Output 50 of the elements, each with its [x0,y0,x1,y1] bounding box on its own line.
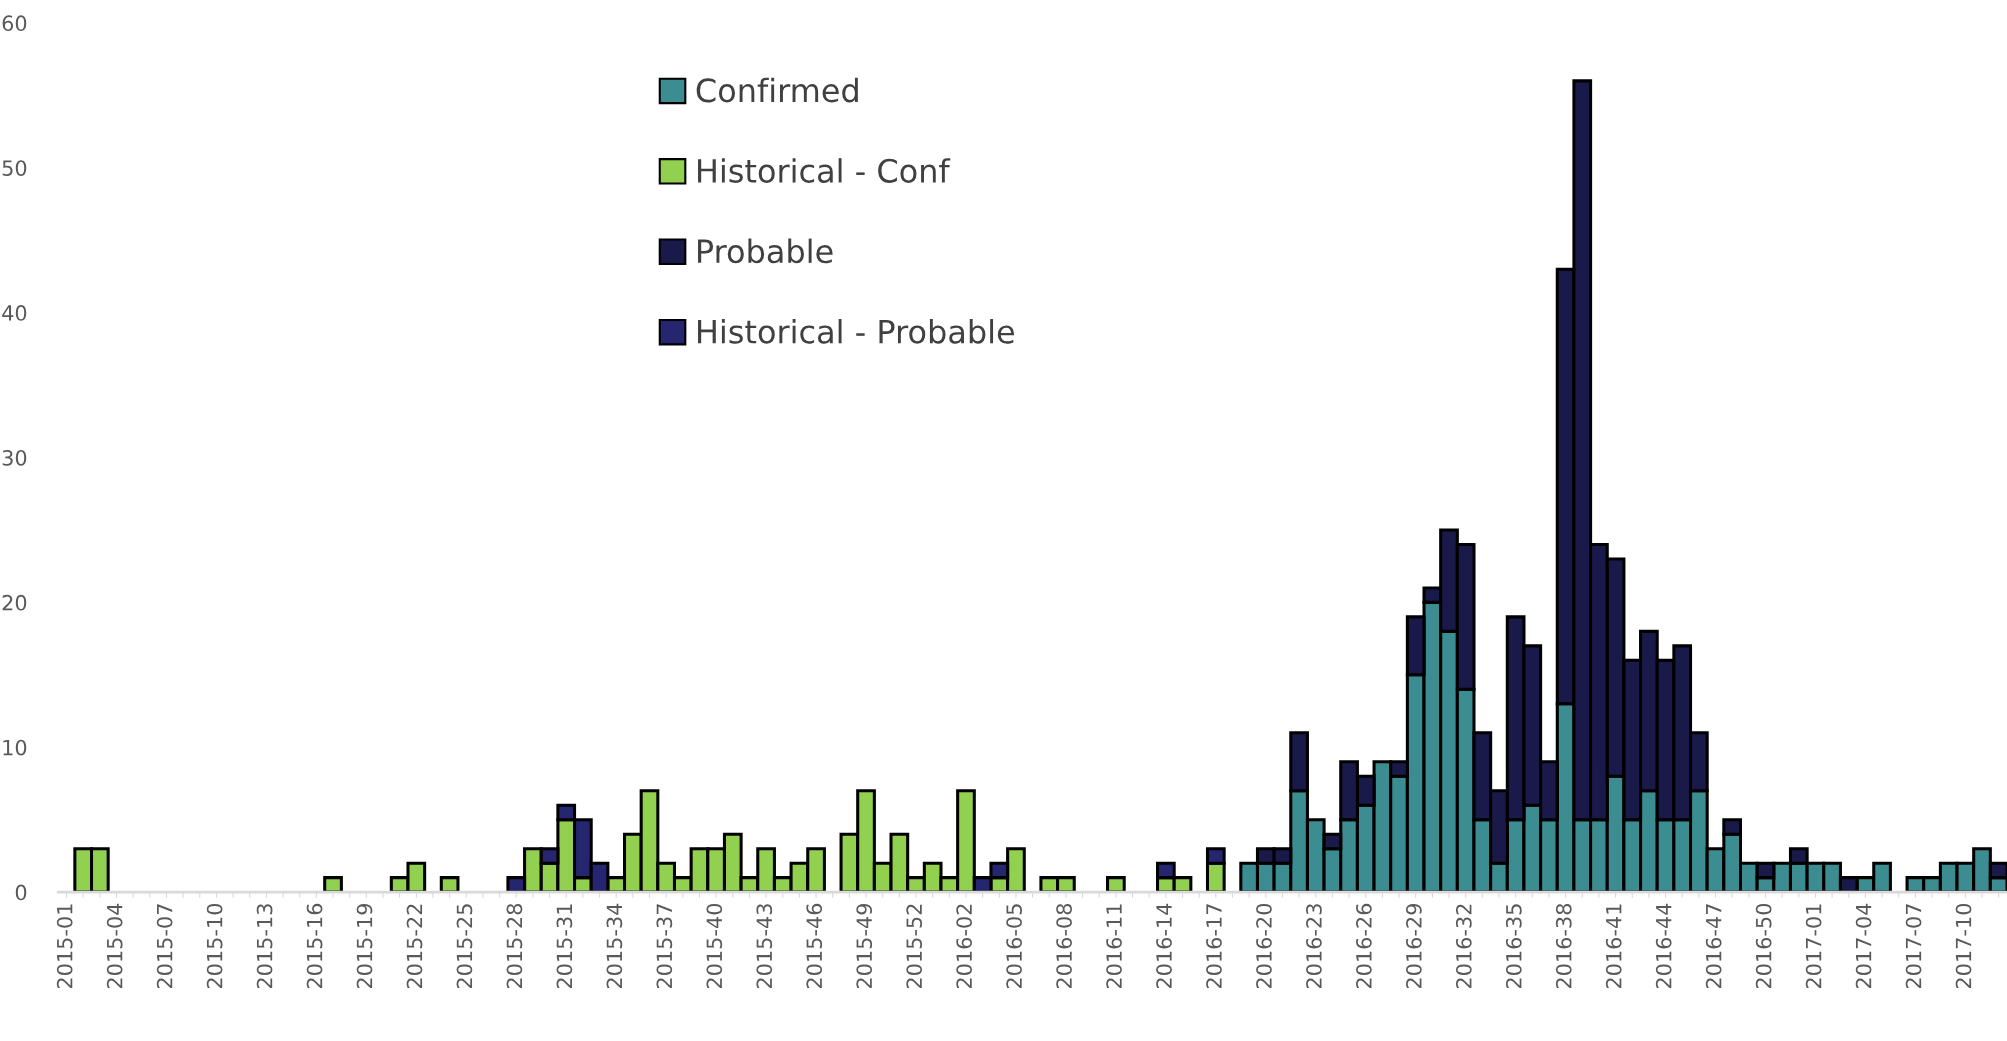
y-tick-label: 60 [2,15,27,32]
x-tick-label: 2017-10 [1955,903,1972,989]
x-tick-label: 2015-28 [506,903,523,989]
x-tick-label: 2016-26 [1356,903,1372,989]
x-tick-label: 2015-10 [206,903,223,989]
x-tick-label: 2015-52 [906,904,923,989]
y-tick-label: 50 [2,160,27,176]
legend-label: Confirmed [696,77,858,103]
legend-label: Historical - Conf [698,158,951,183]
x-tick-label: 2015-40 [706,903,723,989]
x-tick-label: 2015-07 [156,904,173,989]
y-tick-label: 30 [2,449,27,466]
y-tick-label: 0 [15,884,27,901]
x-tick-label: 2016-41 [1605,904,1622,989]
x-tick-label: 2016-44 [1655,903,1672,989]
x-tick-label: 2015-46 [806,903,823,989]
x-tick-label: 2015-37 [656,904,673,989]
x-tick-label: 2016-05 [1006,904,1022,989]
x-tick-label: 2016-32 [1455,904,1472,989]
x-tick-label: 2017-07 [1905,904,1922,989]
x-tick-label: 2016-38 [1555,903,1572,989]
x-tick-label: 2017-01 [1805,904,1822,989]
x-tick-label: 2016-47 [1705,904,1722,989]
x-tick-label: 2015-04 [106,903,123,989]
x-tick-label: 2016-23 [1306,904,1322,989]
x-tick-label: 2016-35 [1505,904,1522,989]
x-tick-label: 2015-49 [856,904,873,989]
x-tick-label: 2016-14 [1156,903,1172,989]
x-tick-label: 2016-20 [1256,903,1272,989]
x-tick-label: 2016-50 [1755,903,1772,989]
x-tick-label: 2015-16 [306,903,323,989]
y-tick-label: 20 [2,594,27,611]
x-tick-label: 2015-34 [606,903,623,989]
y-tick-label: 40 [2,305,27,321]
x-tick-label: 2015-22 [406,904,423,989]
x-tick-label: 2016-17 [1206,904,1222,989]
x-tick-label: 2016-02 [956,904,973,989]
x-tick-label: 2015-13 [256,904,273,989]
y-tick-label: 10 [3,739,27,756]
x-tick-label: 2015-01 [56,904,73,989]
x-tick-label: 2017-04 [1855,903,1872,989]
x-tick-label: 2016-08 [1056,903,1072,989]
legend-label: Historical - Probable [698,319,1014,344]
x-tick-label: 2016-11 [1106,904,1122,989]
x-tick-label: 2015-31 [556,904,573,989]
x-tick-label: 2015-19 [356,904,373,989]
legend-label: Probable [698,238,833,264]
x-tick-label: 2015-25 [456,904,473,989]
x-tick-label: 2015-43 [756,904,773,989]
x-tick-label: 2016-29 [1405,904,1422,989]
